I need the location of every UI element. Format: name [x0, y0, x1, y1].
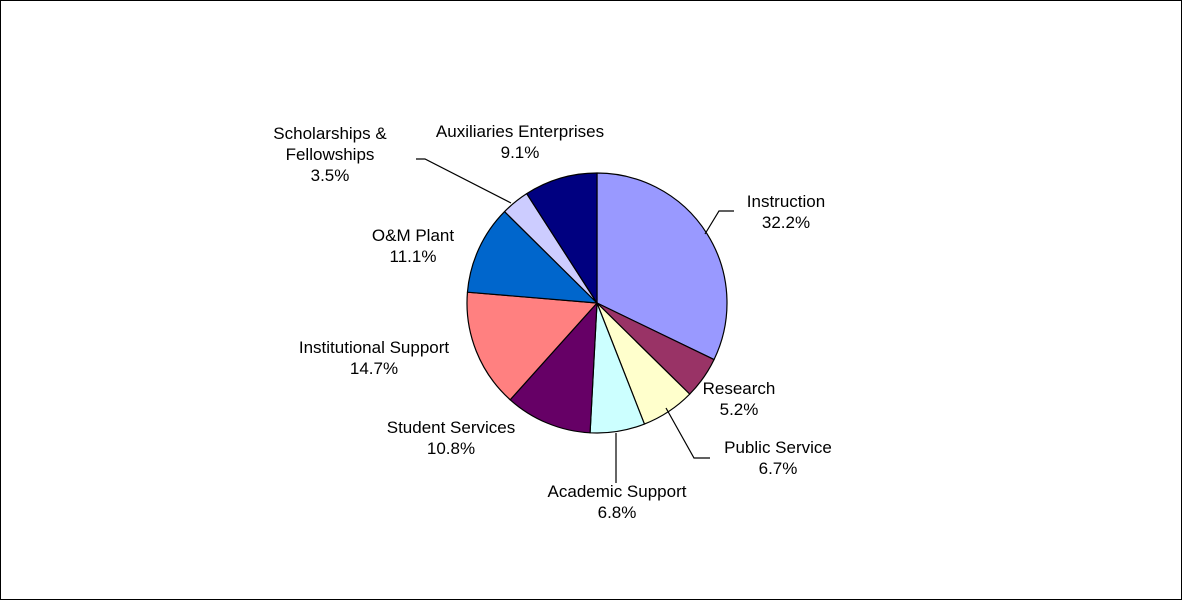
slice-name-academic-support: Academic Support	[548, 482, 687, 501]
slice-label-research: Research 5.2%	[703, 379, 776, 419]
slice-auxiliaries-enterprises	[526, 172, 598, 304]
slice-label-public-service: Public Service 6.7%	[724, 438, 832, 478]
leader-line-scholarships-and-fellowships	[416, 158, 512, 204]
slice-name-auxiliaries-enterprises: Auxiliaries Enterprises	[436, 122, 604, 141]
slice-value-oandm-plant: 11.1%	[390, 247, 437, 266]
slice-name-scholarships-and-fellowships: Scholarships &	[273, 124, 387, 143]
slice-institutional-support	[466, 291, 598, 401]
slice-value-public-service: 6.7%	[759, 459, 798, 478]
slice-name-public-service: Public Service	[724, 438, 832, 457]
slice-label-auxiliaries-enterprises: Auxiliaries Enterprises 9.1%	[436, 122, 604, 162]
slice-name-student-services: Student Services	[387, 418, 516, 437]
slice-label-instruction: Instruction 32.2%	[747, 192, 825, 232]
slice-name-instruction: Instruction	[747, 192, 825, 211]
slice-name-institutional-support: Institutional Support	[299, 338, 450, 357]
slice-value-auxiliaries-enterprises: 9.1%	[501, 143, 540, 162]
slice-oandm-plant	[466, 210, 598, 304]
slice-value-institutional-support: 14.7%	[350, 359, 398, 378]
leader-line-public-service	[665, 407, 710, 459]
slice-label-institutional-support: Institutional Support 14.7%	[299, 338, 450, 378]
slice-value-scholarships-and-fellowships: 3.5%	[311, 166, 350, 185]
slice-label-student-services: Student Services 10.8%	[387, 418, 516, 458]
slice-value-research: 5.2%	[720, 400, 759, 419]
leader-line-instruction	[704, 210, 734, 235]
slice-value-academic-support: 6.8%	[598, 503, 637, 522]
pie-slices	[466, 172, 728, 434]
slice-value-instruction: 32.2%	[762, 213, 810, 232]
slice-name-scholarships-and-fellowships: Fellowships	[286, 145, 375, 164]
slice-label-scholarships-and-fellowships: Scholarships & Fellowships 3.5%	[273, 124, 387, 185]
slice-name-research: Research	[703, 379, 776, 398]
slice-label-oandm-plant: O&M Plant 11.1%	[372, 226, 454, 266]
leader-lines	[416, 158, 734, 483]
slice-student-services	[509, 302, 598, 434]
slice-labels: Instruction 32.2% Research 5.2% Public Servi…	[273, 122, 832, 522]
slice-value-student-services: 10.8%	[427, 439, 475, 458]
slice-instruction	[596, 172, 728, 361]
slice-label-academic-support: Academic Support 6.8%	[548, 482, 687, 522]
slice-name-oandm-plant: O&M Plant	[372, 226, 454, 245]
